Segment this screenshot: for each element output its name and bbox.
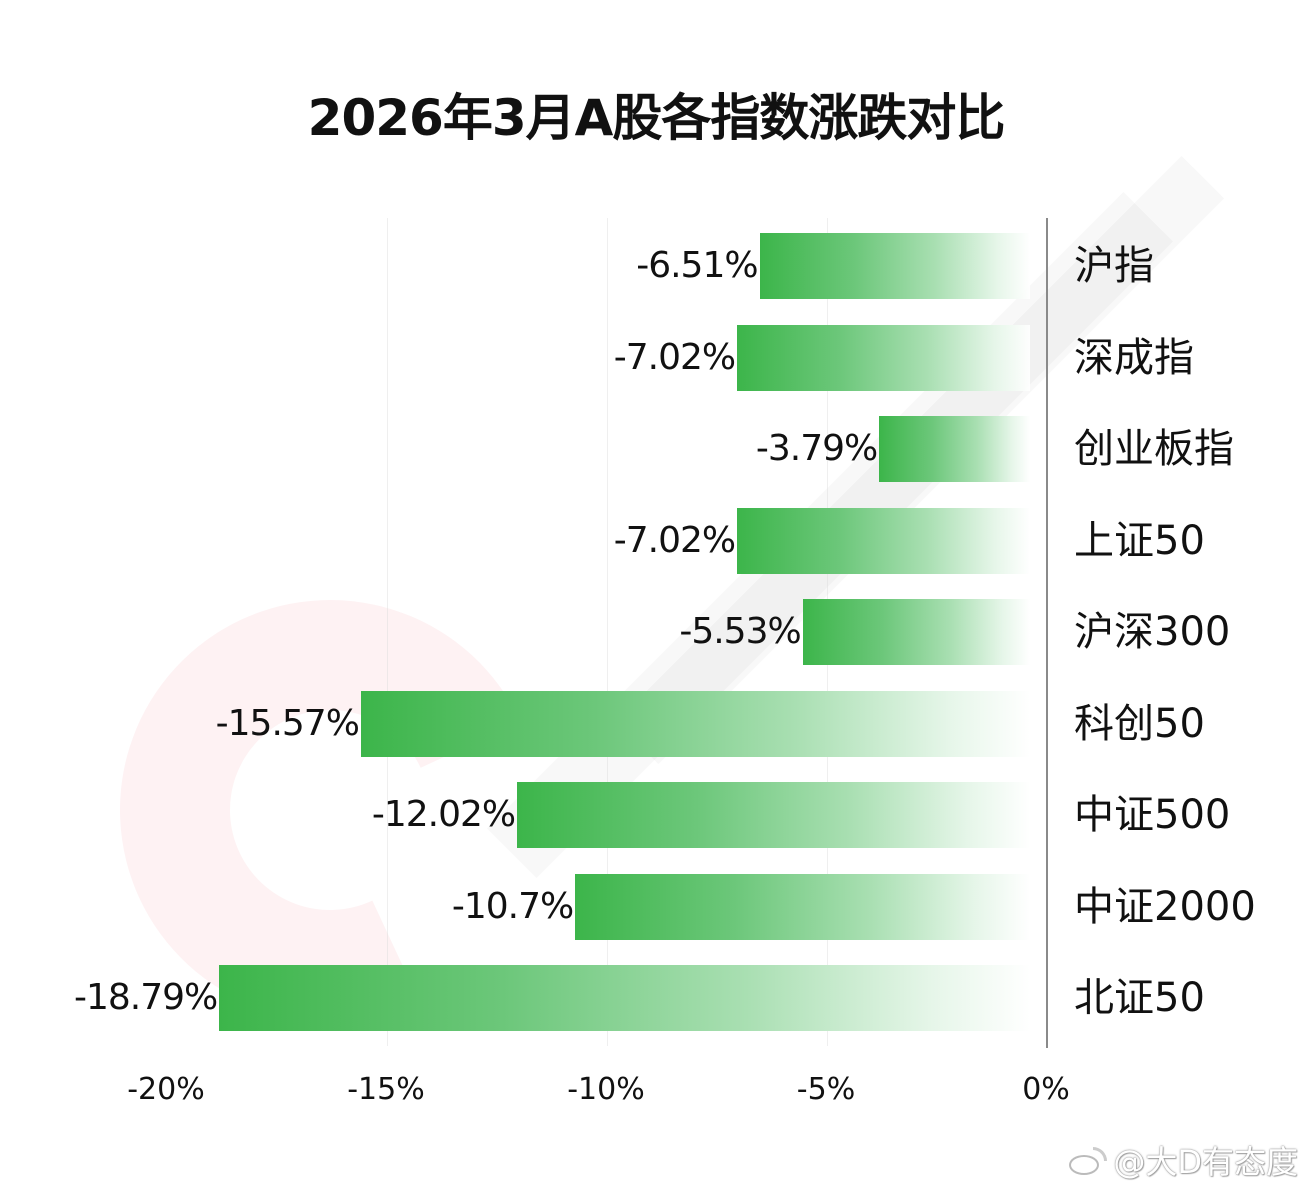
bar-row: -10.7% 中证2000 (0, 873, 1312, 940)
category-label: 创业板指 (1074, 426, 1234, 472)
bar (879, 416, 1030, 482)
category-label: 沪指 (1074, 243, 1154, 289)
zero-axis-line (1046, 218, 1048, 1048)
bar-row: -7.02% 上证50 (0, 507, 1312, 574)
weibo-icon (1067, 1147, 1108, 1177)
value-label: -15.57% (215, 702, 360, 744)
value-label: -5.53% (679, 611, 801, 652)
gridline (607, 218, 608, 1046)
x-tick-label: 0% (1022, 1072, 1070, 1107)
category-label: 中证2000 (1074, 883, 1256, 930)
bar (759, 233, 1030, 299)
bar-row: -15.57% 科创50 (0, 690, 1312, 757)
bar (802, 599, 1030, 665)
category-label: 深成指 (1074, 334, 1194, 381)
bar-row: -5.53% 沪深300 (0, 599, 1312, 665)
bar-row: -3.79% 创业板指 (0, 416, 1312, 482)
category-label: 沪深300 (1074, 609, 1231, 655)
bar (517, 782, 1030, 848)
watermark-credit: @大D有态度 (1067, 1142, 1298, 1182)
bar (737, 507, 1030, 574)
category-label: 科创50 (1074, 700, 1205, 747)
bar (219, 965, 1030, 1031)
category-label: 中证500 (1074, 792, 1231, 838)
category-label: 上证50 (1074, 517, 1205, 564)
credit-handle: @大D有态度 (1113, 1143, 1298, 1181)
value-label: -12.02% (371, 794, 516, 835)
value-label: -6.51% (636, 245, 758, 286)
bar-row: -6.51% 沪指 (0, 233, 1312, 299)
bar-row: -18.79% 北证50 (0, 965, 1312, 1031)
chart-title: 2026年3月A股各指数涨跌对比 (307, 89, 1006, 147)
value-label: -7.02% (613, 519, 736, 561)
value-label: -10.7% (451, 885, 574, 927)
bar (575, 873, 1030, 940)
bar-row: -12.02% 中证500 (0, 782, 1312, 848)
bar (360, 690, 1030, 757)
x-tick-label: -20% (127, 1072, 205, 1107)
value-label: -7.02% (613, 336, 736, 378)
gridline (387, 218, 388, 1046)
value-label: -3.79% (755, 428, 878, 469)
category-label: 北证50 (1074, 975, 1205, 1021)
x-tick-label: -15% (347, 1072, 425, 1107)
bar (737, 324, 1030, 391)
bar-row: -7.02% 深成指 (0, 324, 1312, 391)
value-label: -18.79% (73, 977, 218, 1018)
x-tick-label: -10% (567, 1072, 645, 1107)
x-tick-label: -5% (796, 1072, 856, 1107)
